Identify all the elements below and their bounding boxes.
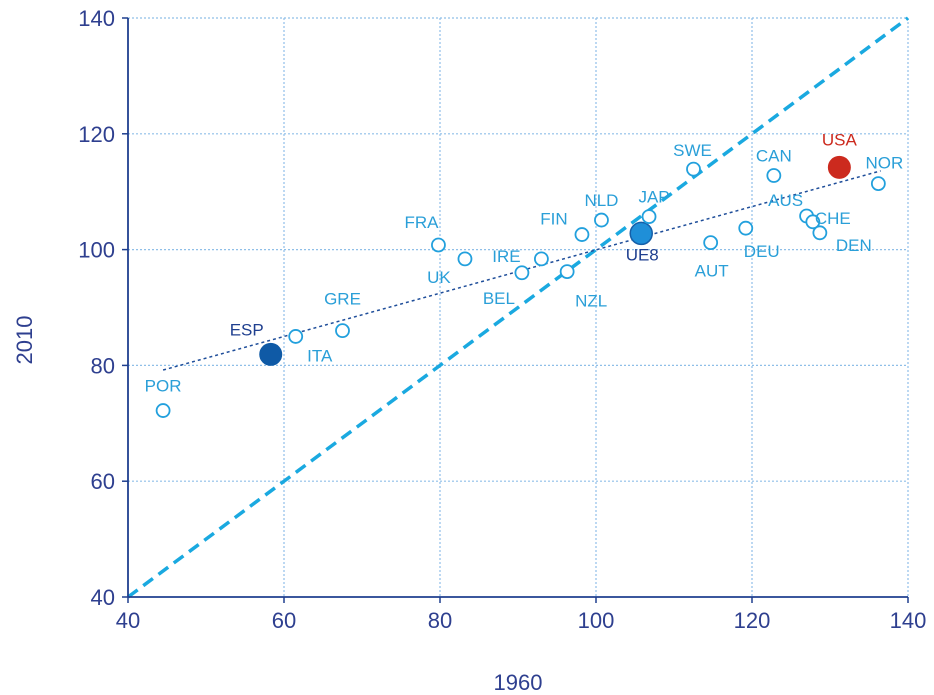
point-label-fin: FIN: [540, 210, 567, 229]
y-tick-label: 80: [91, 353, 115, 378]
axes: [122, 17, 909, 603]
point-nld: [594, 212, 609, 228]
point-label-uk: UK: [427, 268, 451, 287]
y-tick-label: 40: [91, 585, 115, 610]
point-nzl: [559, 264, 575, 280]
point-swe: [686, 161, 701, 177]
point-label-ire: IRE: [492, 247, 520, 266]
x-tick-label: 140: [890, 608, 927, 633]
point-deu: [738, 220, 754, 236]
point-ue8: [629, 221, 653, 246]
point-che: [805, 214, 821, 230]
point-label-aut: AUT: [695, 262, 729, 281]
y-tick-label: 60: [91, 469, 115, 494]
point-label-che: CHE: [815, 209, 851, 228]
point-nor: [870, 176, 886, 191]
point-label-ita: ITA: [307, 346, 333, 365]
point-uk: [457, 251, 473, 267]
point-gre: [335, 323, 350, 339]
y-tick-label: 120: [78, 122, 115, 147]
point-fin: [574, 227, 590, 242]
diagonal-line: [126, 16, 910, 599]
point-ita: [288, 329, 304, 344]
point-aut: [703, 235, 719, 251]
point-label-nor: NOR: [865, 154, 903, 173]
point-label-por: POR: [145, 377, 182, 396]
grid: [128, 17, 909, 597]
data-points: [155, 155, 886, 418]
point-label-usa: USA: [822, 130, 858, 149]
point-jap: [641, 209, 657, 224]
point-label-aus: AUS: [768, 191, 803, 210]
point-label-jap: JAP: [638, 188, 669, 207]
point-label-den: DEN: [836, 236, 872, 255]
y-axis-title: 2010: [12, 316, 37, 365]
reference-lines: [126, 16, 910, 599]
point-por: [155, 403, 171, 418]
point-label-can: CAN: [756, 146, 792, 165]
point-labels: POR ESP ITA GRE FRA UK BEL IRE NZL FIN NLD UE8 JAP SW…: [145, 130, 904, 395]
point-label-esp: ESP: [230, 320, 264, 339]
point-label-deu: DEU: [744, 242, 780, 261]
point-can: [766, 168, 782, 183]
x-tick-label: 40: [116, 608, 140, 633]
point-label-fra: FRA: [404, 213, 439, 232]
x-axis-title: 1960: [494, 670, 543, 695]
x-tick-label: 100: [578, 608, 615, 633]
point-fra: [431, 237, 446, 253]
point-bel: [514, 265, 530, 281]
x-tick-label: 80: [428, 608, 452, 633]
point-ire: [534, 251, 549, 267]
tick-labels: 40 60 80 100 120 140 40 60 80 100 120 140: [78, 6, 926, 633]
point-label-gre: GRE: [324, 290, 361, 309]
point-den: [812, 225, 828, 241]
point-label-swe: SWE: [673, 141, 712, 160]
x-tick-label: 120: [734, 608, 771, 633]
point-label-bel: BEL: [483, 289, 515, 308]
y-tick-label: 100: [78, 238, 115, 263]
x-tick-label: 60: [272, 608, 296, 633]
y-tick-label: 140: [78, 6, 115, 31]
point-label-ue8: UE8: [626, 245, 659, 264]
point-usa: [827, 155, 851, 179]
point-label-nzl: NZL: [575, 292, 607, 311]
point-label-nld: NLD: [584, 191, 618, 210]
point-esp: [259, 342, 283, 366]
